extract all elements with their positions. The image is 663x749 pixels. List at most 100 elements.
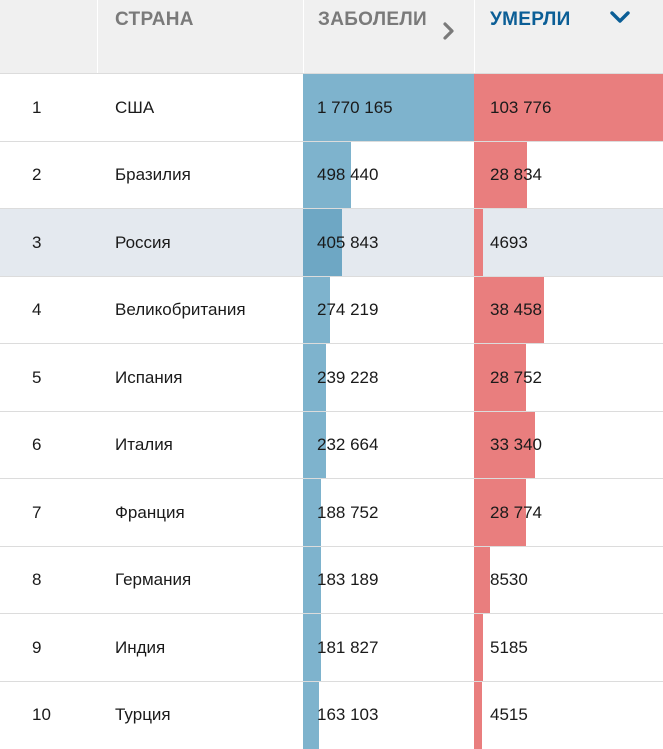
cases-bar xyxy=(303,141,352,209)
deaths-value: 28 834 xyxy=(490,165,542,184)
cases-cell: 239 228 xyxy=(303,344,474,411)
deaths-value: 4693 xyxy=(490,232,528,252)
country-cell: Германия xyxy=(97,547,303,614)
table-row[interactable]: 8 Германия 183 189 8530 xyxy=(0,545,663,614)
table-row[interactable]: 3 Россия 405 843 4693 xyxy=(0,208,663,276)
country-cell: Россия xyxy=(97,209,303,276)
deaths-value: 28 752 xyxy=(490,367,542,387)
deaths-bar xyxy=(474,344,527,411)
table-row[interactable]: 10 Турция 163 103 4515 xyxy=(0,680,663,749)
cases-bar xyxy=(303,209,343,276)
deaths-bar xyxy=(474,479,527,546)
deaths-cell: 28 834 xyxy=(474,141,663,209)
deaths-cell: 38 458 xyxy=(474,276,663,344)
cases-value: 163 103 xyxy=(317,705,379,724)
cases-value: 274 219 xyxy=(317,300,379,319)
country-header-label: СТРАНА xyxy=(115,9,194,30)
cases-value: 183 189 xyxy=(317,570,379,589)
deaths-bar xyxy=(474,681,483,749)
deaths-bar xyxy=(474,141,527,209)
cases-cell: 498 440 xyxy=(303,141,474,209)
deaths-cell: 5185 xyxy=(474,614,663,681)
deaths-cell: 28 774 xyxy=(474,479,663,546)
deaths-cell: 33 340 xyxy=(474,411,663,479)
country-cell: Турция xyxy=(97,682,303,749)
deaths-cell: 4515 xyxy=(474,681,663,749)
rank-value: 3 xyxy=(32,232,42,252)
cases-value: 232 664 xyxy=(317,435,379,454)
rank-cell: 9 xyxy=(0,614,97,681)
deaths-cell: 4693 xyxy=(474,209,663,276)
rank-cell: 5 xyxy=(0,344,97,411)
table-row[interactable]: 4 Великобритания 274 219 38 458 xyxy=(0,275,663,344)
cases-cell: 188 752 xyxy=(303,479,474,546)
deaths-value: 33 340 xyxy=(490,435,542,454)
cases-column-header[interactable]: ЗАБОЛЕЛИ xyxy=(303,0,474,73)
deaths-bar xyxy=(474,276,544,344)
cases-cell: 183 189 xyxy=(303,546,474,614)
rank-cell: 4 xyxy=(0,277,97,344)
rank-cell: 6 xyxy=(0,412,97,479)
table-row[interactable]: 7 Франция 188 752 28 774 xyxy=(0,478,663,546)
deaths-header-label: УМЕРЛИ xyxy=(490,9,571,30)
country-cell: Великобритания xyxy=(97,277,303,344)
country-name: Великобритания xyxy=(115,300,246,319)
country-cell: США xyxy=(97,74,303,141)
cases-cell: 181 827 xyxy=(303,614,474,681)
cases-header-label: ЗАБОЛЕЛИ xyxy=(318,9,427,30)
deaths-column-header[interactable]: УМЕРЛИ xyxy=(474,0,663,73)
cases-value: 181 827 xyxy=(317,637,379,657)
cases-bar xyxy=(303,546,321,614)
table-header: СТРАНА ЗАБОЛЕЛИ УМЕРЛИ xyxy=(0,0,663,73)
country-name: США xyxy=(115,97,155,117)
deaths-value: 103 776 xyxy=(490,97,552,117)
country-cell: Франция xyxy=(97,479,303,546)
deaths-value: 28 774 xyxy=(490,502,542,522)
deaths-cell: 8530 xyxy=(474,546,663,614)
table-row[interactable]: 6 Италия 232 664 33 340 xyxy=(0,410,663,479)
cases-value: 405 843 xyxy=(317,232,379,252)
country-name: Италия xyxy=(115,435,173,454)
country-name: Франция xyxy=(115,502,185,522)
country-name: Испания xyxy=(115,367,183,387)
rank-value: 8 xyxy=(32,570,42,589)
country-name: Индия xyxy=(115,637,166,657)
table-row[interactable]: 1 США 1 770 165 103 776 xyxy=(0,73,663,141)
country-column-header[interactable]: СТРАНА xyxy=(97,0,303,73)
chevron-right-icon xyxy=(443,22,455,40)
cases-bar xyxy=(303,479,322,546)
country-cell: Испания xyxy=(97,344,303,411)
rank-value: 7 xyxy=(32,502,42,522)
cases-cell: 405 843 xyxy=(303,209,474,276)
deaths-cell: 28 752 xyxy=(474,344,663,411)
rank-cell: 3 xyxy=(0,209,97,276)
deaths-bar xyxy=(474,411,535,479)
country-cell: Бразилия xyxy=(97,142,303,209)
rank-cell: 7 xyxy=(0,479,97,546)
cases-value: 498 440 xyxy=(317,165,379,184)
rank-value: 4 xyxy=(32,300,42,319)
table-row[interactable]: 2 Бразилия 498 440 28 834 xyxy=(0,140,663,209)
rank-value: 9 xyxy=(32,637,42,657)
rank-value: 1 xyxy=(32,97,42,117)
table-row[interactable]: 5 Испания 239 228 28 752 xyxy=(0,343,663,411)
rank-column-header xyxy=(0,0,97,73)
rank-cell: 8 xyxy=(0,547,97,614)
country-name: Россия xyxy=(115,232,171,252)
rank-value: 2 xyxy=(32,165,42,184)
country-name: Турция xyxy=(115,705,171,724)
rank-cell: 10 xyxy=(0,682,97,749)
cases-bar xyxy=(303,276,330,344)
country-name: Бразилия xyxy=(115,165,191,184)
deaths-bar xyxy=(474,546,490,614)
cases-cell: 274 219 xyxy=(303,276,474,344)
cases-value: 1 770 165 xyxy=(317,97,393,117)
table-row[interactable]: 9 Индия 181 827 5185 xyxy=(0,613,663,681)
cases-bar xyxy=(303,411,326,479)
deaths-value: 4515 xyxy=(490,705,528,724)
rank-cell: 1 xyxy=(0,74,97,141)
cases-value: 188 752 xyxy=(317,502,379,522)
deaths-value: 8530 xyxy=(490,570,528,589)
deaths-cell: 103 776 xyxy=(474,74,663,141)
cases-value: 239 228 xyxy=(317,367,379,387)
